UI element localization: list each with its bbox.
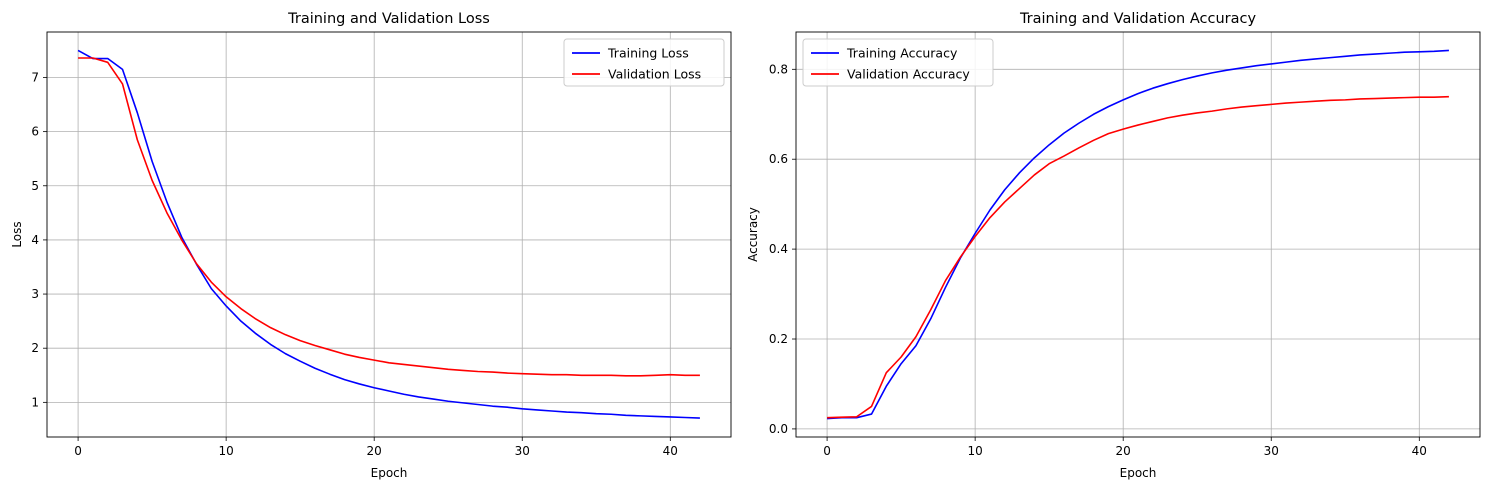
x-tick-label: 30 — [1264, 444, 1279, 458]
legend: Training Accuracy Validation Accuracy — [802, 38, 994, 87]
y-tick-label: 0.6 — [769, 152, 788, 166]
series-line-2 — [78, 57, 700, 377]
x-axis-label: Epoch — [371, 466, 408, 480]
y-axis-label: Accuracy — [746, 207, 760, 262]
x-tick-label: 40 — [663, 444, 678, 458]
series-line-1 — [827, 49, 1449, 420]
legend-label: Training Accuracy — [846, 46, 958, 61]
y-tick-label: 5 — [31, 179, 39, 193]
y-tick-label: 0.4 — [769, 242, 788, 256]
legend-box — [563, 38, 725, 87]
x-axis-label: Epoch — [1120, 466, 1157, 480]
plot-frame — [46, 31, 732, 438]
x-tick-label: 30 — [515, 444, 530, 458]
legend: Training Loss Validation Loss — [563, 38, 725, 87]
y-tick-label: 1 — [31, 395, 39, 409]
x-tick-label: 0 — [823, 444, 831, 458]
legend-label: Validation Accuracy — [847, 67, 970, 82]
legend-label: Training Loss — [607, 46, 689, 61]
x-tick-label: 20 — [1116, 444, 1131, 458]
y-tick-label: 3 — [31, 287, 39, 301]
y-tick-label: 0.8 — [769, 62, 788, 76]
chart-title: Training and Validation Accuracy — [1019, 11, 1257, 27]
x-tick-label: 0 — [74, 444, 82, 458]
series-line-2 — [827, 95, 1449, 419]
x-tick-label: 20 — [367, 444, 382, 458]
y-tick-label: 0.2 — [769, 332, 788, 346]
y-tick-label: 2 — [31, 341, 39, 355]
chart-title: Training and Validation Loss — [287, 11, 490, 27]
chart-1: 0 10 20 30 40 1 2 3 4 5 6 7 Training and Validation … — [10, 11, 732, 480]
plot-frame — [795, 31, 1481, 438]
series-line-1 — [77, 49, 700, 419]
chart-2: 0 10 20 30 40 0.0 0.2 0.4 0.6 0.8 Training and Val… — [746, 11, 1481, 480]
y-tick-label: 4 — [31, 233, 39, 247]
y-tick-label: 6 — [31, 125, 39, 139]
y-tick-label: 7 — [31, 70, 39, 84]
y-axis-label: Loss — [10, 221, 24, 247]
x-tick-label: 40 — [1412, 444, 1427, 458]
y-tick-label: 0.0 — [769, 422, 788, 436]
legend-box — [802, 38, 994, 87]
x-tick-label: 10 — [968, 444, 983, 458]
x-tick-label: 10 — [219, 444, 234, 458]
legend-label: Validation Loss — [608, 67, 701, 82]
